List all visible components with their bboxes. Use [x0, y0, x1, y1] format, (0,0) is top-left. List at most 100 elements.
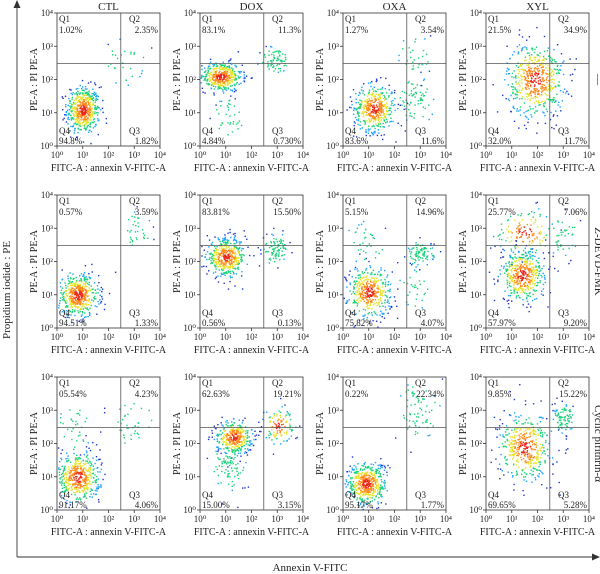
event-dot — [389, 306, 392, 308]
event-dot — [61, 311, 64, 313]
event-dot — [431, 255, 434, 257]
event-dot — [238, 262, 240, 265]
event-dot — [96, 490, 98, 492]
event-dot — [283, 254, 286, 256]
event-dot — [82, 121, 85, 123]
event-dot — [506, 279, 508, 281]
event-dot — [211, 262, 214, 264]
event-dot — [381, 294, 383, 296]
event-dot — [534, 112, 536, 114]
event-dot — [221, 247, 223, 249]
event-dot — [427, 288, 429, 290]
event-dot — [547, 75, 549, 78]
event-dot — [418, 256, 420, 258]
event-dot — [396, 317, 399, 320]
event-dot — [524, 56, 527, 58]
event-dot — [231, 248, 233, 250]
event-dot — [234, 114, 236, 116]
event-dot — [90, 475, 93, 477]
quadrant-q3-label: Q3 — [558, 126, 569, 136]
event-dot — [379, 305, 381, 308]
event-dot — [377, 286, 379, 288]
event-dot — [433, 256, 435, 258]
event-dot — [233, 246, 236, 249]
event-dot — [82, 303, 84, 306]
event-dot — [78, 124, 81, 127]
quadrant-q1-value: 83.81% — [202, 207, 230, 217]
event-dot — [265, 242, 268, 245]
event-dot — [517, 52, 519, 55]
event-dot — [78, 111, 80, 113]
event-dot — [365, 267, 368, 270]
event-dot — [380, 290, 382, 292]
event-dot — [528, 213, 530, 215]
event-dot — [90, 493, 92, 495]
event-dot — [564, 229, 566, 231]
event-dot — [75, 292, 77, 295]
event-dot — [546, 73, 548, 75]
event-dot — [82, 311, 84, 314]
event-dot — [97, 499, 100, 501]
event-dot — [71, 285, 73, 287]
event-dot — [511, 292, 513, 294]
event-dot — [148, 220, 151, 222]
event-dot — [360, 107, 362, 109]
event-dot — [556, 243, 558, 245]
event-dot — [83, 112, 85, 114]
event-dot — [406, 60, 408, 62]
event-dot — [100, 109, 102, 111]
event-dot — [410, 253, 412, 255]
event-dot — [142, 56, 145, 59]
event-dot — [65, 111, 68, 114]
event-dot — [409, 112, 411, 114]
event-dot — [390, 120, 392, 123]
event-dot — [131, 240, 134, 242]
event-dot — [73, 452, 75, 455]
event-dot — [354, 280, 356, 282]
event-dot — [362, 272, 364, 275]
quadrant-q2-value: 7.06% — [564, 207, 588, 217]
event-dot — [62, 490, 64, 493]
event-dot — [80, 114, 82, 116]
quadrant-q1-value: 1.27% — [345, 25, 369, 35]
event-dot — [226, 77, 228, 79]
event-dot — [77, 121, 79, 123]
event-dot — [431, 253, 433, 255]
event-dot — [527, 289, 529, 291]
event-dot — [223, 252, 225, 254]
y-tick-label: 10⁴ — [184, 8, 196, 18]
event-dot — [349, 96, 352, 98]
event-dot — [424, 38, 426, 40]
event-dot — [354, 325, 357, 327]
event-dot — [79, 101, 81, 103]
event-dot — [363, 220, 365, 223]
event-dot — [529, 56, 532, 58]
event-dot — [135, 237, 137, 239]
event-dot — [423, 95, 426, 97]
event-dot — [232, 71, 234, 74]
event-dot — [527, 93, 530, 95]
event-dot — [71, 300, 73, 303]
event-dot — [538, 232, 540, 234]
x-tick-label: 10² — [246, 150, 258, 160]
event-dot — [344, 276, 346, 278]
event-dot — [346, 280, 348, 282]
event-dot — [383, 126, 385, 128]
event-dot — [535, 285, 538, 287]
event-dot — [529, 73, 531, 76]
event-dot — [71, 290, 73, 293]
event-dot — [528, 52, 530, 54]
y-tick-label: 10⁰ — [326, 141, 339, 151]
quadrant-q1-value: 83.1% — [202, 25, 226, 35]
y-tick-label: 10¹ — [184, 108, 196, 118]
event-dot — [129, 67, 132, 70]
event-dot — [278, 50, 280, 52]
event-dot — [525, 127, 527, 130]
event-dot — [537, 80, 540, 82]
event-dot — [383, 116, 386, 119]
event-dot — [70, 289, 72, 291]
event-dot — [370, 283, 372, 286]
event-dot — [86, 94, 89, 96]
event-dot — [539, 239, 541, 241]
event-dot — [510, 256, 513, 259]
